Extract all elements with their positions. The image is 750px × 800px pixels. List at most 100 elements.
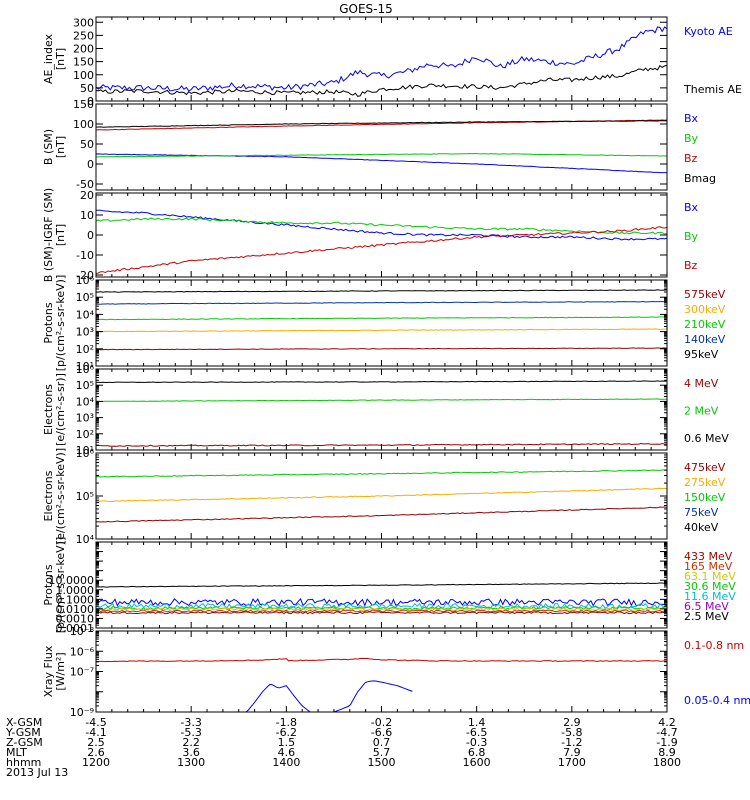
series-line-6-5-mev [96,597,667,607]
series-line-11-6-mev [96,602,667,610]
series-line-kyoto-ae [96,26,667,92]
x-row-value: 4.6 [278,746,296,759]
x-row-value: -0.3 [466,736,487,749]
y-tick-label: -10 [76,249,94,262]
y-axis-label: [nT] [54,136,67,158]
x-row-value: 1300 [177,756,205,769]
series-line-0-1-0-8-nm [96,657,667,663]
y-tick-label: 10⁵ [76,291,94,304]
x-row-value: 1700 [558,756,586,769]
y-tick-label: 300 [73,16,94,29]
y-tick-label: 0 [87,95,94,108]
y-axis-label: [p/(cm²-s-sr-keV)] [54,275,67,372]
x-row-value: 2.9 [563,716,581,729]
y-tick-label: 250 [73,29,94,42]
y-tick-label: 150 [73,56,94,69]
legend-entry: 150keV [684,491,726,504]
x-row-value: -4.7 [656,726,677,739]
legend-entry: 95keV [684,348,719,361]
legend-entry: 0.05-0.4 nm [684,694,750,707]
series-line-300kev [96,328,667,333]
legend-entry: 75keV [684,506,719,519]
legend-entry: 300keV [684,303,726,316]
y-axis-label: [e/(cm²-s-sr-keV)] [54,448,67,544]
series-line-210kev [96,316,667,321]
y-tick-label: -50 [76,178,94,191]
legend-entry: Themis AE [683,83,742,96]
x-row-value: 1200 [82,756,110,769]
legend-entry: Kyoto AE [684,25,733,38]
chart-title: GOES-15 [339,2,393,16]
legend-entry: 475keV [684,461,726,474]
y-tick-label: 10² [76,343,94,356]
legend-entry: Bmag [684,172,716,185]
y-tick-label: 20 [80,189,94,202]
series-group [96,582,667,615]
y-tick-label: 50 [80,138,94,151]
series-line-475kev [96,506,667,523]
panel-protons2: 0.00010.00100.01000.10001.000010.0000Pro… [42,537,736,635]
series-line-bx [96,209,667,241]
panel-bsm: -50 0 50 100 150 B (SM) [nT] Bx By Bz Bmag [42,98,716,191]
x-row-value: 1500 [368,756,396,769]
series-line-95kev [96,289,667,293]
x-row-value: -5.3 [180,726,201,739]
panel-xray: 10⁻⁹ 10⁻⁷ 10⁻⁶ 10⁻⁸ Xray Flux [W/m²] 0.1-0.8 n… [42,625,750,719]
series-line-bx [96,153,667,174]
y-tick-label: 150 [73,98,94,111]
x-row-value: 6.8 [468,746,486,759]
y-tick-label: 100 [73,118,94,131]
y-tick-label: 0.1000 [56,593,95,606]
y-tick-label: 10¹ [76,360,94,373]
y-tick-label: 1.0000 [56,584,95,597]
x-row-value: 1800 [653,756,681,769]
series-group [96,657,667,712]
y-tick-label: 0 [87,229,94,242]
x-row-value: 0.7 [373,736,391,749]
y-axis-label: AE_index [42,33,55,84]
y-axis-label: Electrons [42,470,55,521]
legend-entry: 4 MeV [684,377,719,390]
y-tick-label: 10⁶ [76,447,95,460]
x-row-value: 1400 [272,756,300,769]
x-row-label: Y-GSM [5,726,41,739]
x-row-value: -1.2 [561,736,582,749]
y-tick-label: 10 [80,209,94,222]
series-group [96,289,667,351]
y-axis-label: [p/(cm²-s-sr-keV)] [54,537,67,634]
y-tick-label: 10¹ [76,444,94,457]
y-tick-label: 10⁵ [76,490,94,503]
series-line-63-1-mev [96,607,667,612]
y-tick-label: 10⁻⁷ [70,666,94,679]
series-line-themis-ae [96,64,667,97]
legend-entry: 0.6 MeV [684,432,729,445]
y-axis-label: [nT] [54,48,67,70]
legend-entry: 11.6 MeV [684,590,736,603]
y-tick-label: 10⁴ [76,308,95,321]
y-tick-label: 10⁻⁶ [70,645,95,658]
date-label: 2013 Jul 13 [6,766,68,779]
y-axis-label: B (SM)-IGRF (SM) [42,188,55,282]
y-tick-label: 10⁴ [76,395,95,408]
x-row-value: -4.1 [85,726,106,739]
series-line-575kev [96,347,667,351]
legend-entry: 6.5 MeV [684,600,729,613]
series-line-by [96,152,667,158]
legend-entry: 0.1-0.8 nm [684,639,744,652]
x-row-value: -3.3 [180,716,201,729]
x-row-value: 1600 [463,756,491,769]
series-group [96,209,667,275]
series-group [96,119,667,174]
x-row-value: 7.9 [563,746,581,759]
y-tick-label: 10.0000 [49,574,95,587]
x-row-value: -5.8 [561,726,582,739]
x-row-label: Z-GSM [6,736,43,749]
y-axis-label: B (SM) [42,129,55,165]
legend-entry: 40keV [684,521,719,534]
y-tick-label: 10⁻⁸ [70,625,95,638]
legend-entry: 433 MeV [684,550,733,563]
x-row-value: 2.6 [87,746,105,759]
x-row-label: hhmm [6,756,41,769]
y-tick-label: 10⁴ [76,533,95,546]
